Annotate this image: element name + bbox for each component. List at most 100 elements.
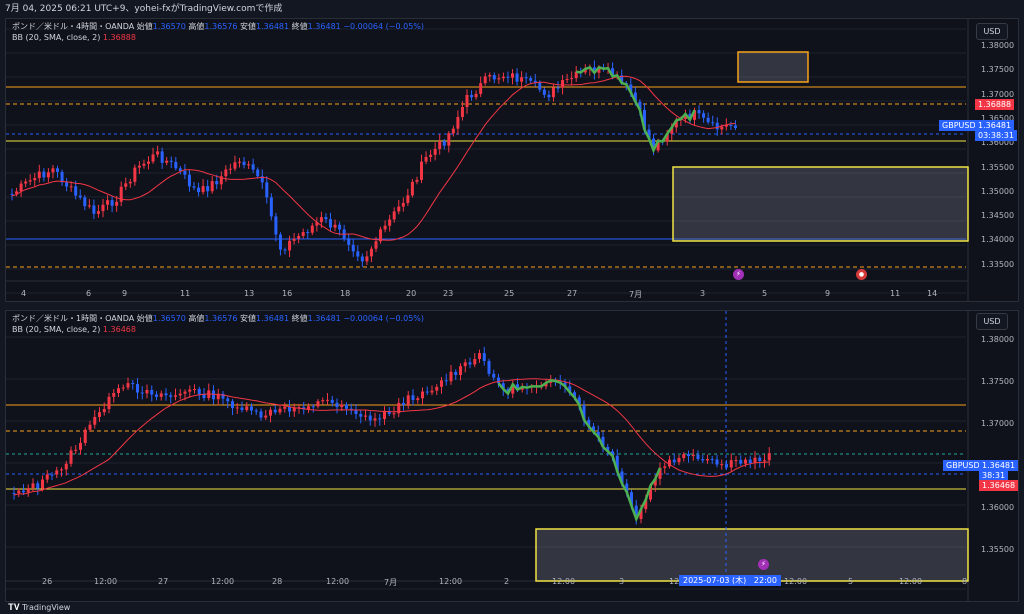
candle-body (383, 411, 386, 420)
time-axis-label: 16 (282, 289, 293, 298)
price-axis-label: 1.33500 (981, 259, 1015, 269)
candle-body (447, 133, 451, 146)
candle-body (620, 471, 624, 484)
candle-body (83, 197, 87, 207)
time-axis-label: 13 (244, 289, 255, 298)
close-value: 1.36481 (307, 314, 341, 323)
candle-body (151, 154, 155, 162)
price-axis-label: 1.34500 (981, 211, 1015, 221)
candle-body (193, 388, 196, 390)
currency-button[interactable]: USD (976, 23, 1008, 40)
us-flag-event-icon[interactable]: ● (856, 269, 867, 280)
legend-bb-4h[interactable]: BB (20, SMA, close, 2) 1.36888 (12, 33, 136, 42)
tradingview-logo-icon: 𝐓𝐕 (8, 603, 20, 613)
time-axis-label: 6 (86, 289, 92, 298)
candle-body (288, 406, 291, 412)
candle-body (259, 411, 263, 418)
candle-body (474, 93, 478, 98)
candle-body (449, 371, 453, 382)
candle-body (402, 402, 405, 405)
candle-body (145, 389, 149, 394)
candle-body (345, 404, 348, 409)
candle-body (634, 505, 638, 520)
candle-body (369, 248, 373, 257)
candle-body (401, 202, 405, 207)
bb-value: 1.36888 (102, 33, 136, 42)
candle-body (710, 458, 714, 460)
close-value: 1.36481 (307, 22, 341, 31)
candle-body (210, 181, 214, 192)
candle-body (359, 414, 363, 417)
candle-body (734, 460, 738, 462)
candle-body (556, 87, 560, 89)
candle-body (288, 240, 292, 251)
candle-body (274, 216, 278, 235)
price-axis-label: 1.35500 (981, 545, 1015, 554)
candle-body (315, 222, 319, 226)
time-axis-label: 7月 (384, 578, 398, 587)
candle-body (511, 384, 515, 394)
candle-body (78, 195, 82, 198)
candle-body (37, 171, 41, 179)
open-label: 始値 (136, 314, 153, 323)
candle-body (110, 200, 114, 206)
chart-panel-4h[interactable]: ポンド／米ドル・4時間・OANDA 始値1.36570 高値1.36576 安値… (5, 18, 1019, 302)
candle-body (55, 470, 59, 475)
candle-body (488, 74, 492, 77)
candle-body (421, 391, 424, 399)
low-label: 安値 (240, 314, 257, 323)
candle-body (478, 353, 481, 360)
candle-body (506, 76, 510, 78)
candle-body (41, 479, 44, 489)
candle-body (197, 388, 201, 395)
candle-body (28, 180, 32, 182)
candle-body (411, 395, 415, 400)
candle-body (188, 389, 192, 392)
candle-body (683, 113, 687, 120)
price-axis-label: 1.38000 (981, 335, 1015, 344)
low-label: 安値 (240, 22, 257, 31)
candle-body (487, 360, 491, 374)
chart-panel-1h[interactable]: ポンド／米ドル・1時間・OANDA 始値1.36570 高値1.36576 安値… (5, 310, 1019, 602)
candle-body (269, 197, 273, 217)
legend-ohlc-1h: ポンド／米ドル・1時間・OANDA 始値1.36570 高値1.36576 安値… (12, 313, 424, 324)
time-axis-label: 14 (927, 289, 938, 298)
candle-body (430, 390, 434, 393)
event-icon[interactable]: ⚡ (733, 269, 744, 280)
candle-body (12, 493, 16, 495)
open-value: 1.36570 (152, 314, 186, 323)
candle-body (440, 380, 443, 387)
countdown-tag: 03:38:31 (975, 130, 1017, 141)
candle-body (501, 76, 505, 79)
time-axis-label: 4 (21, 289, 27, 298)
currency-button[interactable]: USD (976, 313, 1008, 330)
candle-body (744, 459, 747, 464)
candle-body (658, 467, 662, 479)
chart-canvas-4h[interactable] (6, 19, 1019, 302)
candle-body (164, 393, 168, 396)
candle-body (140, 392, 144, 394)
candle-body (297, 235, 301, 239)
candle-body (473, 359, 477, 365)
chart-canvas-1h[interactable] (6, 311, 1019, 602)
candle-body (50, 474, 54, 476)
highlight-green-line (497, 379, 605, 448)
candle-body (748, 459, 752, 464)
candle-body (264, 415, 268, 418)
price-axis-label: 1.36000 (981, 503, 1015, 512)
candle-body (121, 387, 125, 389)
candle-body (629, 84, 633, 93)
candle-body (492, 74, 496, 80)
candle-body (483, 76, 487, 84)
event-icon[interactable]: ⚡ (758, 559, 769, 570)
candle-body (45, 474, 49, 480)
candle-body (524, 77, 528, 79)
bollinger-mid-line (11, 75, 736, 241)
candle-body (201, 186, 205, 193)
candle-body (31, 483, 35, 489)
candle-body (202, 394, 206, 399)
candle-body (301, 232, 305, 236)
candle-body (677, 458, 681, 463)
legend-bb-1h[interactable]: BB (20, SMA, close, 2) 1.36468 (12, 325, 136, 334)
crosshair-date: 2025-07-03 (木) (683, 576, 747, 585)
